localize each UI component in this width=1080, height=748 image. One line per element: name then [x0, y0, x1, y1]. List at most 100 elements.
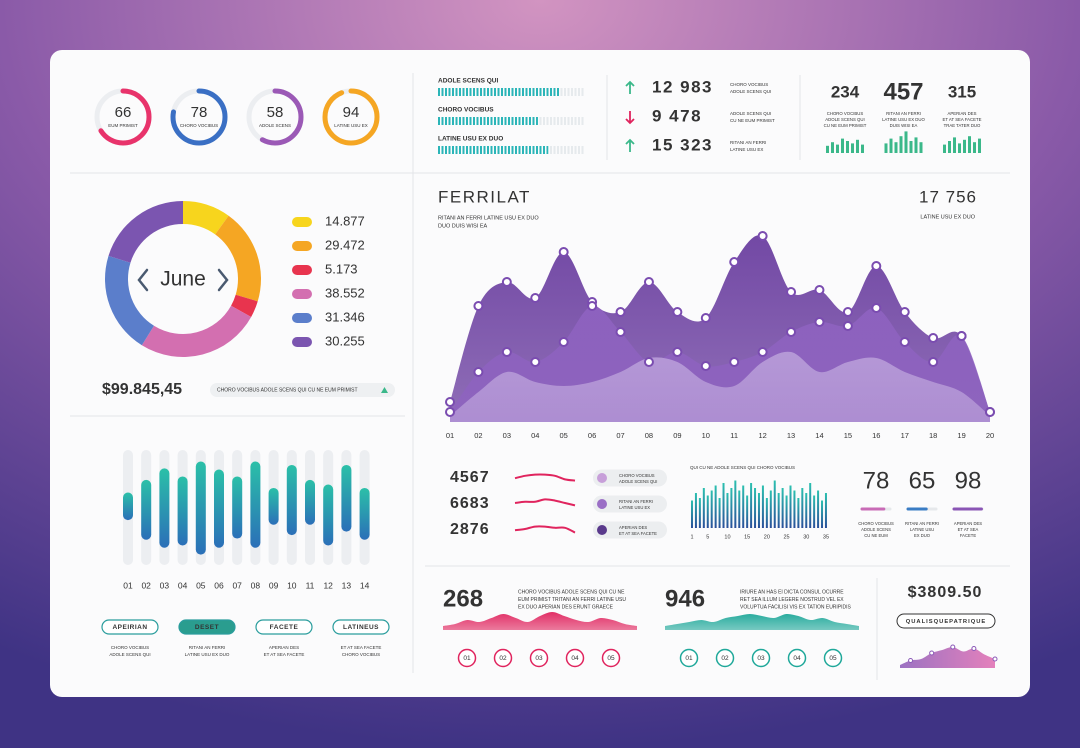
- area-dot: [445, 407, 455, 417]
- mini-bar: [761, 485, 764, 528]
- counter-value: 457: [883, 78, 923, 105]
- percent-text: EX DUO: [914, 533, 931, 538]
- kpi-pill: [593, 469, 667, 487]
- mini-bar: [750, 483, 753, 528]
- button[interactable]: [178, 619, 236, 635]
- chart-total-label: LATINE USU EX DUO: [920, 214, 975, 220]
- gauge-label: ADOLE SCENS: [259, 123, 291, 128]
- stat-text: ADOLE SCENS QUI: [730, 89, 771, 94]
- mini-bar: [757, 493, 760, 528]
- stat-text: LATINE USU EX: [730, 147, 763, 152]
- step-circle: [457, 648, 477, 668]
- column-label: 11: [306, 580, 315, 590]
- button-note: APERIAN DES: [269, 645, 299, 650]
- trend-arrow: [625, 111, 635, 125]
- area-dot: [615, 327, 626, 337]
- gauge-arc: [170, 88, 228, 146]
- percent-text: RITANI AN FERRI: [905, 521, 939, 526]
- step-circle: [601, 648, 621, 668]
- area-dot: [501, 277, 512, 287]
- area-dot: [814, 317, 825, 327]
- kpi-pill: [593, 495, 667, 513]
- legend-value: 31.346: [325, 309, 365, 324]
- legend-value: 14.877: [325, 213, 365, 228]
- area-dot: [757, 231, 768, 241]
- mini-bar: [730, 488, 733, 528]
- month-chevrons: [137, 268, 229, 292]
- step-label: 05: [607, 655, 615, 662]
- sparkline: [514, 473, 576, 482]
- stat-text: CU NE EUM PRIMIST: [730, 118, 775, 123]
- gauge-value: 58: [267, 104, 284, 121]
- column-range: [214, 469, 224, 548]
- legend-value: 38.552: [325, 285, 365, 300]
- button-label: FACETE: [270, 624, 299, 631]
- x-tick-label: 03: [503, 431, 511, 440]
- mini-bar: [754, 488, 757, 528]
- kpi-text: CHORO VOCIBUS: [619, 473, 655, 478]
- kpi-pill: [593, 521, 667, 539]
- mini-bar: [824, 493, 827, 528]
- percent-text: FACETE: [960, 533, 976, 538]
- button[interactable]: [255, 619, 313, 635]
- area-dot: [530, 357, 541, 367]
- legend-swatch: [292, 241, 312, 251]
- chart-subtitle: RITANI AN FERRI LATINE USU EX DUO: [438, 215, 539, 221]
- mini-bar: [734, 480, 737, 528]
- mini-bar: [781, 488, 784, 528]
- counter-bar: [978, 138, 981, 153]
- wave-text: IRIURE AN HAS EI DICTA CONSUL OCURRE: [740, 589, 844, 595]
- counter-bar: [831, 142, 834, 153]
- donut-slice: [141, 305, 252, 357]
- kpi-text: ET AT SEA FACETE: [619, 531, 657, 536]
- percent-text: CU NE EUM: [864, 533, 888, 538]
- step-label: 04: [571, 655, 579, 662]
- step-label: 01: [463, 655, 471, 662]
- mini-bar: [742, 485, 745, 528]
- mini-bar: [698, 498, 701, 528]
- stat-text: CHORO VOCIBUS: [730, 82, 768, 87]
- gauge-arc: [246, 88, 304, 146]
- gauge-arc: [94, 88, 152, 146]
- percent-text: ET AT SEA: [958, 527, 979, 532]
- button[interactable]: [332, 619, 390, 635]
- x-tick-label: 08: [645, 431, 653, 440]
- counter-bar: [943, 144, 946, 153]
- x-tick-label: 16: [872, 431, 880, 440]
- x-tick-label: 01: [446, 431, 454, 440]
- area-dot: [558, 337, 569, 347]
- area-dot: [473, 367, 484, 377]
- counter-bar: [963, 139, 966, 153]
- step-circle: [493, 648, 513, 668]
- mini-bar: [710, 490, 713, 528]
- x-tick-label: 12: [758, 431, 766, 440]
- legend-value: 30.255: [325, 333, 365, 348]
- total-value: $99.845,45: [102, 381, 182, 398]
- button[interactable]: [101, 619, 159, 635]
- percent-text: LATINE USU: [910, 527, 934, 532]
- kpi-text: APERIAN DES: [619, 525, 647, 530]
- button-note: ADOLE SCENS QUI: [109, 652, 150, 657]
- mini-bar: [714, 485, 717, 528]
- button-label: DESET: [195, 624, 219, 631]
- mini-bar: [706, 495, 709, 528]
- counter-text: ET AT SEA FACETE: [943, 117, 982, 122]
- area-dot: [928, 357, 939, 367]
- donut-slice: [108, 201, 183, 263]
- column-label: 13: [342, 580, 352, 590]
- column-label: 14: [360, 580, 370, 590]
- column-label: 08: [251, 580, 261, 590]
- gauge-label: EUM PRIMIST: [108, 123, 138, 128]
- step-circle: [715, 648, 735, 668]
- x-tick-label: 14: [815, 431, 823, 440]
- step-label: 02: [499, 655, 507, 662]
- gauge-value: 66: [115, 104, 132, 121]
- column-range: [141, 479, 152, 540]
- note-triangle: [381, 387, 388, 393]
- area-dot: [814, 285, 825, 295]
- column-range: [305, 479, 315, 525]
- counter-text: ADOLE SCENS QUI: [825, 117, 864, 122]
- area-dot: [615, 307, 626, 317]
- gauge-value: 94: [343, 104, 360, 121]
